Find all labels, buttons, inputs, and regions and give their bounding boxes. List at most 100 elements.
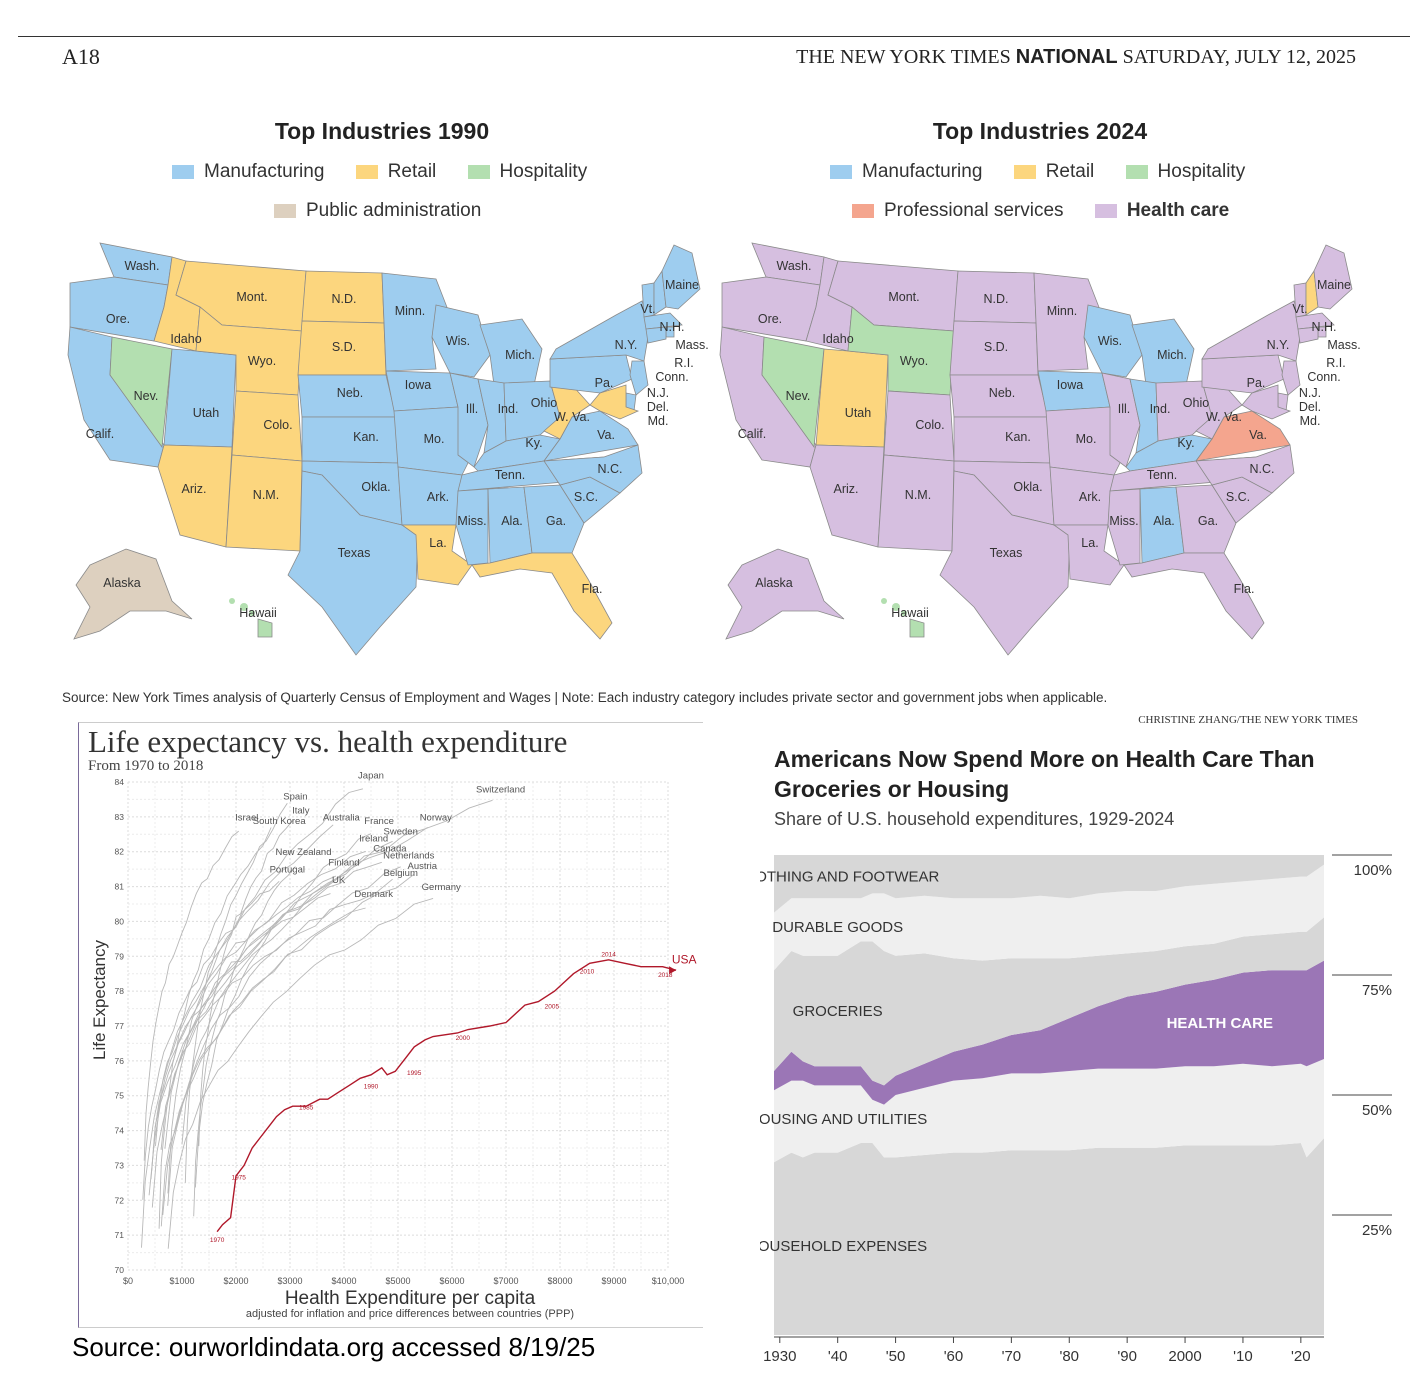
country-label-israel: Israel <box>235 812 258 823</box>
le-y-tick-label: 84 <box>115 777 125 787</box>
state-label-miss: Miss. <box>457 514 486 528</box>
usa-year-label-1995: 1995 <box>407 1070 422 1077</box>
masthead-paper: THE NEW YORK TIMES <box>796 46 1011 68</box>
state-label-w-va: W. Va. <box>554 410 590 424</box>
hawaii-island-0 <box>240 603 248 611</box>
le-x-tick-label: $2000 <box>223 1276 248 1286</box>
state-label-r-i: R.I. <box>1326 356 1345 370</box>
country-trajectory-canada <box>181 861 382 1145</box>
legend-public-administration: Public administration <box>274 200 481 222</box>
le-y-tick-label: 76 <box>115 1056 125 1066</box>
country-trajectory-finland <box>155 875 337 1146</box>
swatch-public-administration <box>274 204 296 218</box>
state-label-va: Va. <box>597 428 615 442</box>
country-trajectory-israel <box>143 830 239 1161</box>
le-x-tick-label: $8000 <box>547 1276 572 1286</box>
state-label-n-m: N.M. <box>905 488 931 502</box>
country-trajectory-norway <box>148 827 428 1196</box>
state-mo <box>393 406 473 476</box>
usa-arrowhead <box>669 966 677 975</box>
le-y-tick-label: 74 <box>115 1126 125 1136</box>
state-label-mo: Mo. <box>1076 432 1097 446</box>
le-y-tick-label: 72 <box>115 1195 125 1205</box>
country-label-portugal: Portugal <box>270 865 305 876</box>
state-label-ky: Ky. <box>525 436 542 450</box>
state-label-ala: Ala. <box>501 514 523 528</box>
state-n-y <box>1201 300 1303 362</box>
swatch-retail <box>355 165 378 179</box>
le-y-tick-label: 83 <box>115 812 125 822</box>
legend-manufacturing: Manufacturing <box>172 161 324 183</box>
le-y-tick-label: 81 <box>115 882 125 892</box>
hc-x-tick-label: '70 <box>1002 1348 1022 1365</box>
le-x-tick-label: $4000 <box>331 1276 356 1286</box>
hc-chart-subtitle: Share of U.S. household expenditures, 19… <box>774 809 1175 829</box>
state-n-y <box>549 300 651 362</box>
country-label-uk: UK <box>332 875 346 886</box>
state-label-kan: Kan. <box>1005 430 1031 444</box>
state-label-vt: Vt. <box>1292 302 1307 316</box>
state-n-m <box>225 454 303 552</box>
state-label-mont: Mont. <box>236 290 267 304</box>
country-trajectory-belgium <box>160 878 393 1150</box>
state-label-ariz: Ariz. <box>834 482 859 496</box>
country-label-austria: Austria <box>408 861 438 872</box>
state-label-alaska: Alaska <box>755 576 793 590</box>
hc-y-tick-label: 50% <box>1362 1102 1392 1119</box>
map-2024-legend: Manufacturing Retail Hospitality <box>830 161 1271 185</box>
country-label-france: France <box>364 816 394 827</box>
state-label-hawaii: Hawaii <box>239 606 277 620</box>
state-label-md: Md. <box>648 414 669 428</box>
state-n-m <box>877 454 955 552</box>
area-label-other-household-expenses: OTHER HOUSEHOLD EXPENSES <box>760 1238 927 1255</box>
hc-x-tick-label: '10 <box>1233 1348 1253 1365</box>
swatch-professional-services <box>852 204 874 218</box>
state-label-iowa: Iowa <box>405 378 431 392</box>
state-label-ala: Ala. <box>1153 514 1175 528</box>
state-label-w-va: W. Va. <box>1206 410 1242 424</box>
country-label-switzerland: Switzerland <box>476 784 525 795</box>
usa-year-label-1975: 1975 <box>231 1174 246 1181</box>
masthead-date: SATURDAY, JULY 12, 2025 <box>1122 46 1356 68</box>
country-trajectory-germany <box>167 897 434 1249</box>
le-x-tick-label: $3000 <box>277 1276 302 1286</box>
hc-x-tick-label: '90 <box>1117 1348 1137 1365</box>
state-la <box>1052 524 1125 586</box>
le-x-tick-label: $10,000 <box>652 1276 685 1286</box>
map-2024: Wash. Ore. Calif. Idaho Nev. Utah Ariz. Mont. Wy… <box>712 235 1372 660</box>
le-x-axis-subtitle: adjusted for inflation and price differe… <box>245 1308 575 1320</box>
country-label-ireland: Ireland <box>359 833 388 844</box>
state-label-s-d: S.D. <box>332 340 356 354</box>
country-label-canada: Canada <box>373 844 407 855</box>
hawaii-island-0 <box>892 603 900 611</box>
country-label-australia: Australia <box>323 812 361 823</box>
le-y-tick-label: 82 <box>115 847 125 857</box>
le-y-tick-label: 77 <box>115 1021 125 1031</box>
state-label-conn: Conn. <box>1307 370 1340 384</box>
country-label-south-korea: South Korea <box>253 816 307 827</box>
hc-x-tick-label: '50 <box>886 1348 906 1365</box>
state-label-texas: Texas <box>338 546 371 560</box>
state-label-wis: Wis. <box>446 334 470 348</box>
state-kan <box>301 416 399 464</box>
usa-series-line <box>216 959 677 1233</box>
swatch-health-care <box>1094 204 1117 218</box>
state-label-tenn: Tenn. <box>495 468 526 482</box>
legend-hospitality: Hospitality <box>1125 161 1245 183</box>
map-2024-legend-row2: Professional services Health care <box>852 200 1255 224</box>
le-y-tick-label: 70 <box>115 1265 125 1275</box>
state-md <box>589 384 640 420</box>
usa-year-label-2010: 2010 <box>580 969 595 976</box>
le-chart-title: Life expectancy vs. health expenditure <box>88 724 568 759</box>
state-label-wyo: Wyo. <box>900 354 928 368</box>
hc-x-tick-label: '80 <box>1059 1348 1079 1365</box>
state-label-s-c: S.C. <box>1226 490 1250 504</box>
area-label-health-care: HEALTH CARE <box>1167 1015 1273 1032</box>
state-ariz <box>809 444 885 548</box>
state-label-r-i: R.I. <box>674 356 693 370</box>
health-share-chart: OTHER HOUSEHOLD EXPENSES HOUSING AND UTIL… <box>760 854 1392 1365</box>
hc-y-tick-label: 25% <box>1362 1222 1392 1239</box>
state-label-alaska: Alaska <box>103 576 141 590</box>
area-clothing-and-footwear <box>774 855 1324 913</box>
area-groceries <box>774 917 1324 1086</box>
